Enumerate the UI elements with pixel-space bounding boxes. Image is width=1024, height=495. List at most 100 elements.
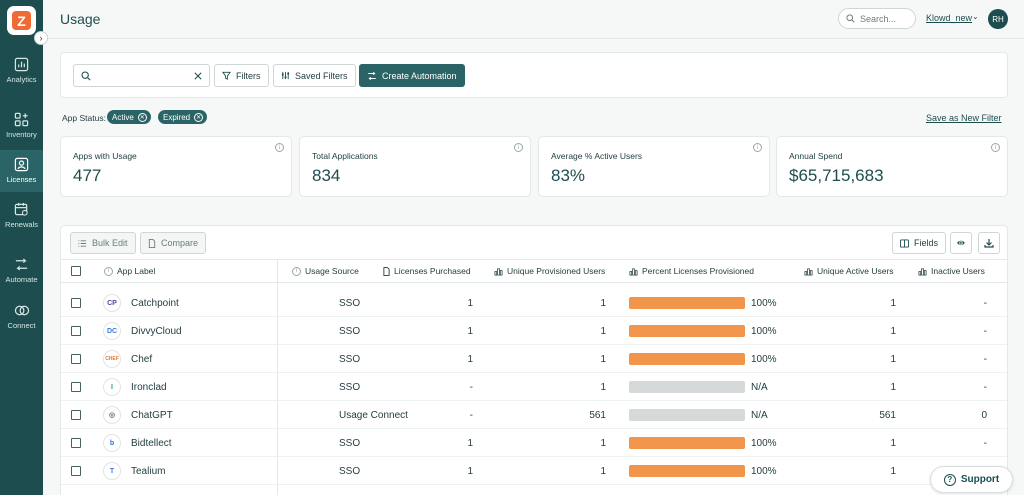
app-label[interactable]: ChatGPT (131, 410, 173, 421)
stat-title: Average % Active Users (551, 151, 643, 161)
row-checkbox[interactable] (71, 438, 81, 448)
usage-source-cell: Usage Connect (339, 410, 408, 421)
global-search-input[interactable]: Search... (838, 8, 916, 29)
app-logo-icon: b (103, 434, 121, 452)
filters-label: Filters (236, 70, 261, 81)
unique-active-cell: 1 (890, 354, 896, 365)
unique-provisioned-cell: 1 (600, 382, 606, 393)
table-row[interactable]: DC DivvyCloud SSO 1 1 100% 1 - (61, 317, 1007, 345)
table-row[interactable]: CP Catchpoint SSO 1 1 100% 1 - (61, 289, 1007, 317)
nav-label: Renewals (5, 220, 38, 229)
stat-card-total-applications: Total Applications 834 i (299, 136, 531, 197)
app-logo-icon: ◎ (103, 406, 121, 424)
nav-item-licenses[interactable]: Licenses (0, 150, 43, 192)
sidebar-collapse-toggle[interactable]: › (34, 31, 48, 45)
clear-icon[interactable] (194, 71, 202, 80)
nav-label: Connect (7, 321, 36, 330)
column-header-percent-licenses-provisioned[interactable]: Percent Licenses Provisioned (629, 266, 754, 276)
table-row[interactable]: b Bidtellect SSO 1 1 100% 1 - (61, 429, 1007, 457)
usage-source-cell: SSO (339, 354, 361, 365)
unique-provisioned-cell: 1 (600, 438, 606, 449)
download-button[interactable] (978, 232, 1000, 254)
row-checkbox[interactable] (71, 410, 81, 420)
bar-chart-icon (494, 267, 503, 275)
sliders-icon (281, 71, 290, 80)
saved-filters-button[interactable]: Saved Filters (273, 64, 356, 87)
app-logo[interactable]: Z (7, 6, 36, 35)
row-checkbox[interactable] (71, 382, 81, 392)
nav-item-connect[interactable]: Connect (0, 296, 43, 338)
app-label[interactable]: Bidtellect (131, 438, 172, 449)
table-row[interactable]: CHEF Chef SSO 1 1 100% 1 - (61, 345, 1007, 373)
usage-source-cell: SSO (339, 298, 361, 309)
percent-provisioned-bar (629, 437, 745, 449)
stat-title: Annual Spend (789, 151, 843, 161)
expand-columns-button[interactable]: ⇹ (950, 232, 972, 254)
percent-provisioned-bar (629, 381, 745, 393)
nav-label: Automate (5, 275, 38, 284)
status-pill-expired[interactable]: Expired ✕ (158, 110, 208, 124)
stat-title: Total Applications (312, 151, 378, 161)
nav-item-automate[interactable]: Automate (0, 250, 43, 292)
close-icon[interactable]: ✕ (194, 112, 204, 122)
pill-label: Expired (163, 112, 191, 122)
row-checkbox[interactable] (71, 466, 81, 476)
create-automation-button[interactable]: Create Automation (359, 64, 465, 87)
stat-card-average-active-users: Average % Active Users 83% i (538, 136, 770, 197)
search-input[interactable] (73, 64, 210, 87)
close-icon[interactable]: ✕ (137, 112, 147, 122)
column-header-usage-source[interactable]: i Usage Source (292, 266, 359, 276)
select-all-checkbox[interactable] (71, 266, 81, 276)
app-label[interactable]: DivvyCloud (131, 326, 182, 337)
help-icon: ? (943, 473, 956, 486)
table-row[interactable]: ◎ ChatGPT Usage Connect - 561 N/A 561 0 (61, 401, 1007, 429)
column-title: Unique Provisioned Users (507, 266, 606, 276)
fields-button[interactable]: Fields (892, 232, 947, 254)
percent-provisioned-bar (629, 409, 745, 421)
saved-filters-label: Saved Filters (295, 70, 348, 81)
app-label[interactable]: Catchpoint (131, 298, 179, 309)
table-row[interactable]: I Ironclad SSO - 1 N/A 1 - (61, 373, 1007, 401)
chevron-down-icon[interactable]: ⌄ (972, 12, 979, 21)
column-header-unique-active-users[interactable]: Unique Active Users (804, 266, 894, 276)
support-button[interactable]: ? Support (930, 466, 1013, 493)
nav-item-analytics[interactable]: Analytics (0, 50, 43, 92)
app-label[interactable]: Chef (131, 354, 153, 365)
percent-provisioned-fill (629, 325, 745, 337)
percent-provisioned-bar (629, 325, 745, 337)
nav-item-renewals[interactable]: Renewals (0, 195, 43, 237)
flow-arrows-icon (368, 71, 376, 80)
row-checkbox[interactable] (71, 326, 81, 336)
filters-button[interactable]: Filters (214, 64, 269, 87)
compare-button[interactable]: Compare (140, 232, 207, 254)
chevron-right-icon: › (39, 33, 43, 43)
nav-item-inventory[interactable]: Inventory (0, 105, 43, 147)
app-label[interactable]: Tealium (131, 466, 166, 477)
info-icon[interactable]: i (514, 143, 523, 152)
table-header: i App Label i Usage Source Licenses Purc… (61, 259, 1007, 283)
app-label[interactable]: Ironclad (131, 382, 167, 393)
info-icon[interactable]: i (275, 143, 284, 152)
user-menu[interactable]: Klowd_new (926, 13, 973, 23)
column-header-licenses-purchased[interactable]: Licenses Purchased (383, 266, 471, 276)
bulk-edit-label: Bulk Edit (92, 238, 128, 248)
save-as-new-filter-link[interactable]: Save as New Filter (926, 113, 1002, 123)
licenses-purchased-cell: - (469, 410, 473, 421)
info-icon[interactable]: i (991, 143, 1000, 152)
column-header-inactive-users[interactable]: Inactive Users (918, 266, 985, 276)
info-icon[interactable]: i (753, 143, 762, 152)
column-header-app-label[interactable]: i App Label (104, 266, 155, 276)
bulk-edit-button[interactable]: Bulk Edit (70, 232, 136, 254)
status-pill-active[interactable]: Active ✕ (107, 110, 151, 124)
column-header-unique-provisioned-users[interactable]: Unique Provisioned Users (494, 266, 605, 276)
row-checkbox[interactable] (71, 298, 81, 308)
create-automation-label: Create Automation (382, 70, 457, 81)
grid-plus-icon (14, 111, 30, 127)
avatar[interactable]: RH (988, 9, 1008, 29)
percent-provisioned-label: 100% (751, 326, 777, 337)
percent-provisioned-bar (629, 465, 745, 477)
row-checkbox[interactable] (71, 354, 81, 364)
list-icon (78, 239, 87, 247)
filter-toolbar: Filters Saved Filters Create Automation (60, 52, 1008, 98)
